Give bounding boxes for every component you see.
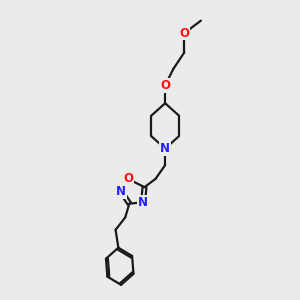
Text: O: O — [160, 79, 170, 92]
Text: N: N — [160, 142, 170, 155]
Text: O: O — [179, 26, 189, 40]
Text: N: N — [138, 196, 148, 209]
Text: N: N — [116, 185, 126, 198]
Text: O: O — [123, 172, 133, 185]
